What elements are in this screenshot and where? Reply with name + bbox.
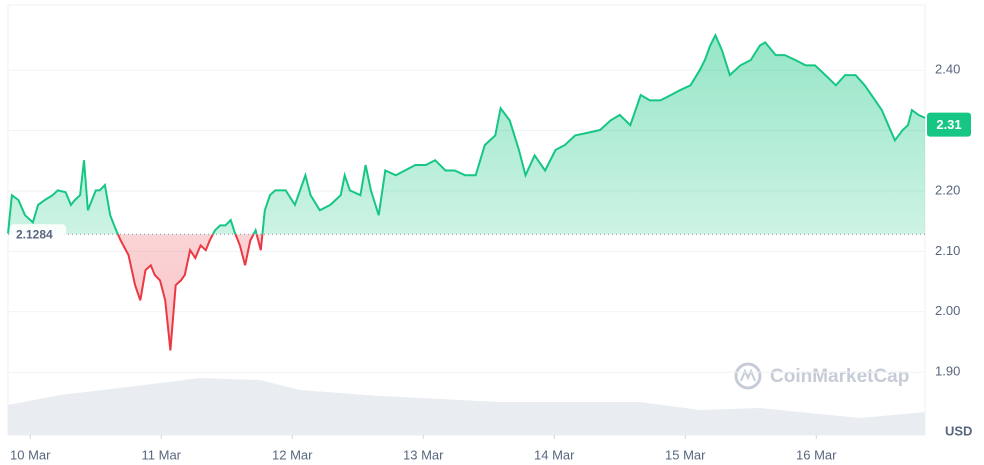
x-tick-label: 12 Mar bbox=[272, 447, 313, 462]
last-price-tag bbox=[927, 112, 971, 137]
baseline-label: 2.1284 bbox=[16, 227, 53, 241]
x-tick-label: 15 Mar bbox=[665, 447, 706, 462]
baseline-label-bg bbox=[10, 224, 66, 245]
currency-label: USD bbox=[945, 423, 972, 438]
y-tick-label: 2.20 bbox=[935, 182, 960, 197]
x-tick-label: 14 Mar bbox=[534, 447, 575, 462]
last-price-label: 2.31 bbox=[936, 117, 961, 132]
y-tick-label: 1.90 bbox=[935, 364, 960, 379]
y-tick-label: 2.40 bbox=[935, 62, 960, 77]
x-tick-label: 11 Mar bbox=[142, 447, 182, 462]
x-tick-label: 13 Mar bbox=[403, 447, 444, 462]
price-line bbox=[7, 32, 926, 235]
y-tick-label: 2.00 bbox=[935, 303, 960, 318]
y-tick-label: 2.10 bbox=[935, 243, 960, 258]
x-tick-label: 10 Mar bbox=[10, 447, 51, 462]
watermark-text: CoinMarketCap bbox=[770, 366, 909, 387]
price-line-below bbox=[116, 234, 264, 351]
watermark: CoinMarketCap bbox=[734, 362, 909, 390]
area-above bbox=[8, 35, 925, 235]
volume-area bbox=[8, 378, 925, 435]
x-tick-label: 16 Mar bbox=[796, 447, 837, 462]
